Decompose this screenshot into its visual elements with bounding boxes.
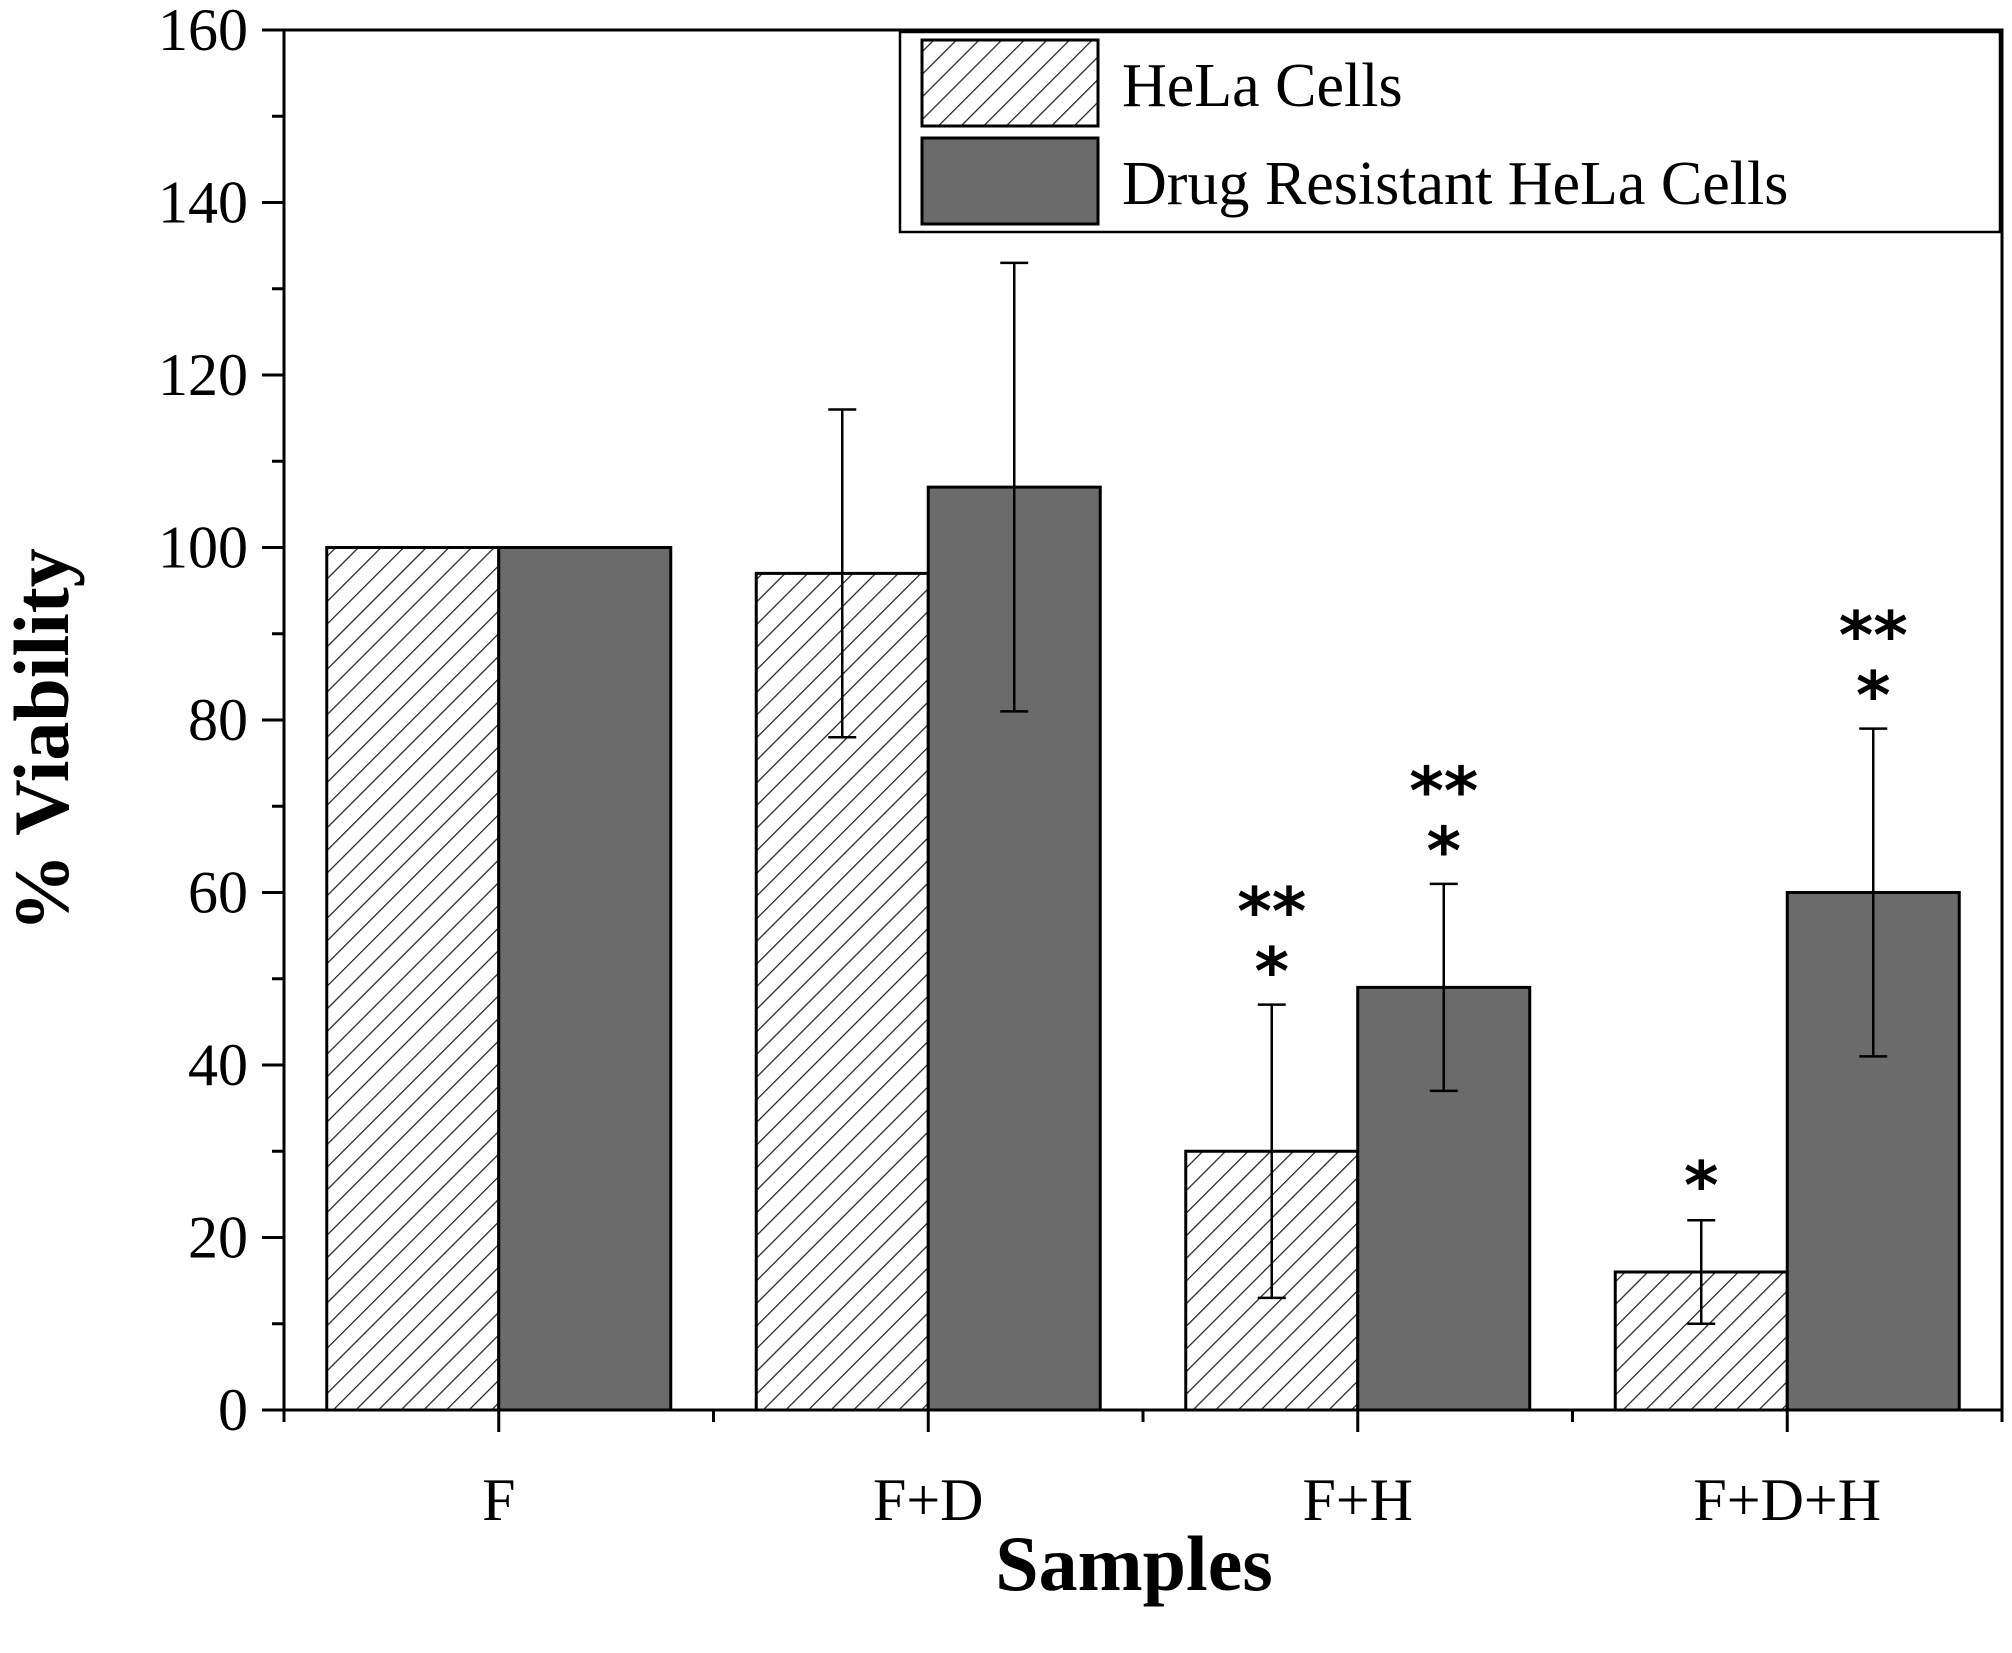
significance-mark-hela-f-h: ** * <box>1237 874 1306 1011</box>
error-bar-drug-resistant-f-d-h <box>1859 727 1888 1058</box>
significance-mark-drug-resistant-f-h: ** * <box>1409 753 1478 890</box>
y-tick-label: 160 <box>158 0 248 63</box>
x-tick-label: F+H <box>1302 1467 1413 1533</box>
y-tick-label: 100 <box>158 515 248 581</box>
error-bar-drug-resistant-f-h <box>1429 882 1458 1093</box>
y-tick-label: 20 <box>188 1205 248 1271</box>
bar-hela-f <box>325 546 501 1412</box>
error-bar-hela-f-h <box>1257 1003 1286 1300</box>
significance-mark-drug-resistant-f-d-h: ** * <box>1839 598 1908 735</box>
legend-label-drug-resistant: Drug Resistant HeLa Cells <box>1122 150 1788 218</box>
legend-label-hela: HeLa Cells <box>1122 52 1403 120</box>
legend-swatch-drug-resistant <box>920 136 1100 226</box>
x-tick-label: F+D <box>873 1467 984 1533</box>
y-tick-label: 80 <box>188 687 248 753</box>
significance-mark-hela-f-d-h: * <box>1684 1147 1719 1224</box>
y-tick-label: 140 <box>158 170 248 236</box>
y-axis-title: % Viability <box>0 548 85 932</box>
y-tick-label: 120 <box>158 342 248 408</box>
legend-swatch-hela <box>920 38 1100 128</box>
y-tick-label: 60 <box>188 860 248 926</box>
x-axis-title: Samples <box>995 1520 1272 1607</box>
bar-drug-resistant-f <box>497 546 673 1412</box>
error-bar-hela-f-d-h <box>1687 1219 1716 1325</box>
x-tick-label: F+D+H <box>1693 1467 1881 1533</box>
y-tick-label: 0 <box>218 1377 248 1443</box>
y-tick-label: 40 <box>188 1032 248 1098</box>
x-tick-label: F <box>482 1467 515 1533</box>
error-bar-drug-resistant-f-d <box>1000 261 1029 713</box>
error-bar-hela-f-d <box>828 408 857 739</box>
